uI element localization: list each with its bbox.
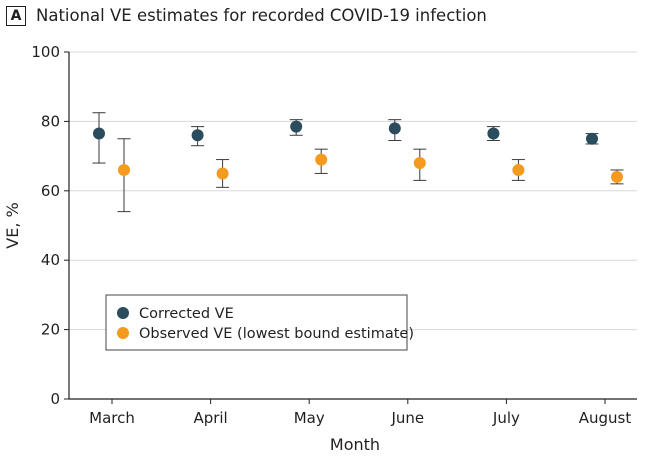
data-point: [611, 170, 623, 183]
axes: 0 20 40 60 80 100 March April May June July August: [31, 43, 637, 427]
y-axis-title: VE, %: [3, 202, 22, 248]
y-tick-label: 100: [31, 43, 60, 61]
panel-letter: A: [6, 6, 26, 26]
data-point: [93, 127, 105, 140]
data-point: [118, 163, 130, 176]
legend-label-corrected: Corrected VE: [139, 306, 234, 322]
data-point: [191, 129, 204, 142]
x-tick-label: March: [89, 409, 135, 427]
y-tick-label: 80: [41, 112, 60, 130]
x-tick-label: July: [492, 409, 520, 427]
chart-title: National VE estimates for recorded COVID…: [36, 6, 487, 25]
x-tick-label: June: [390, 409, 424, 427]
x-tick-label: April: [193, 409, 227, 427]
data-point: [388, 122, 401, 135]
data-point: [512, 163, 525, 176]
y-tick-label: 20: [41, 321, 60, 339]
data-points: [93, 120, 623, 183]
legend: Corrected VE Observed VE (lowest bound e…: [105, 294, 414, 351]
legend-label-observed: Observed VE (lowest bound estimate): [139, 326, 414, 342]
data-point: [487, 127, 500, 140]
legend-marker-observed: [117, 327, 129, 339]
data-point: [216, 167, 229, 180]
legend-marker-corrected: [117, 307, 129, 319]
data-point: [586, 132, 598, 145]
legend-box: [105, 294, 408, 351]
data-point: [315, 153, 328, 166]
x-tick-label: August: [579, 409, 632, 427]
gridlines: [69, 51, 637, 331]
error-bars: [92, 112, 624, 213]
x-tick-label: May: [294, 409, 325, 427]
y-tick-label: 40: [41, 251, 60, 269]
y-tick-label: 60: [41, 182, 60, 200]
x-axis-title: Month: [330, 435, 380, 454]
data-point: [413, 157, 426, 170]
data-point: [290, 120, 303, 133]
y-tick-label: 0: [50, 390, 60, 408]
